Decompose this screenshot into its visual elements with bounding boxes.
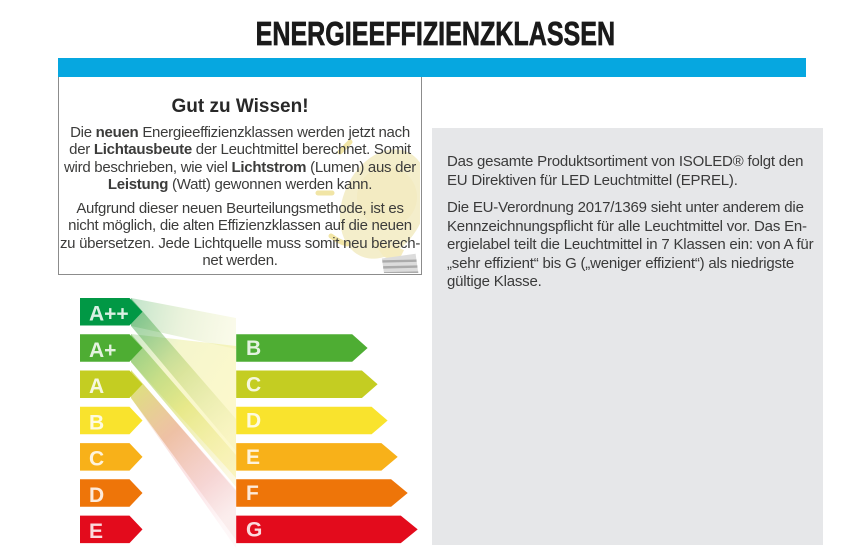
svg-text:A: A [89, 375, 104, 398]
svg-text:A++: A++ [89, 303, 129, 326]
svg-text:B: B [89, 411, 104, 434]
svg-text:G: G [246, 518, 262, 541]
svg-text:C: C [246, 373, 261, 396]
svg-text:C: C [89, 448, 104, 471]
svg-text:A+: A+ [89, 339, 116, 362]
svg-text:E: E [246, 446, 260, 469]
svg-text:D: D [246, 410, 261, 433]
svg-text:F: F [246, 482, 259, 505]
svg-text:B: B [246, 337, 261, 360]
svg-text:E: E [89, 520, 103, 543]
svg-text:D: D [89, 484, 104, 507]
